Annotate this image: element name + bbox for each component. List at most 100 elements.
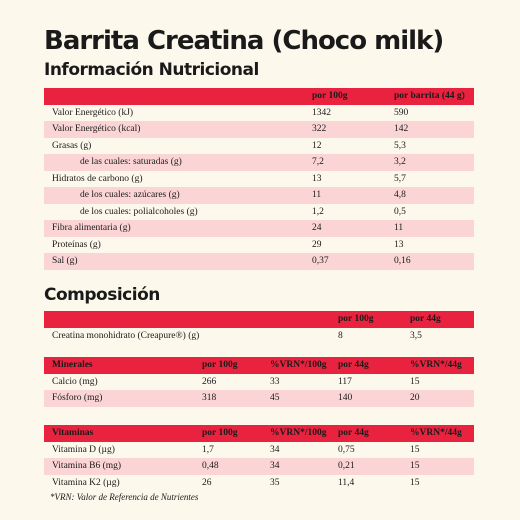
- row-label: de los cuales: polialcoholes (g): [44, 203, 304, 220]
- row-vrn100: 33: [262, 373, 330, 390]
- row-vrn44: 15: [402, 441, 474, 458]
- row-per44: 3,5: [402, 327, 474, 344]
- row-label: Vitamina K2 (µg): [44, 474, 194, 491]
- row-per100: 318: [194, 390, 262, 407]
- page-title: Barrita Creatina (Choco milk): [44, 26, 444, 56]
- minerals-col-vrn100: %VRN*/100g: [262, 357, 330, 374]
- table-row: Vitamina K2 (µg) 26 35 11,4 15: [44, 474, 474, 491]
- row-label: Vitamina D (µg): [44, 441, 194, 458]
- row-per100: 0,37: [304, 253, 386, 270]
- row-label: Valor Energético (kcal): [44, 121, 304, 138]
- row-label: Creatina monohidrato (Creapure®) (g): [44, 327, 330, 344]
- row-per100: 0,48: [194, 458, 262, 475]
- row-per100: 1342: [304, 104, 386, 121]
- row-vrn100: 34: [262, 441, 330, 458]
- row-vrn100: 35: [262, 474, 330, 491]
- row-per44: 140: [330, 390, 402, 407]
- row-label: Hidratos de carbono (g): [44, 170, 304, 187]
- row-per44: 11,4: [330, 474, 402, 491]
- table-row: Proteínas (g) 29 13: [44, 236, 474, 253]
- minerals-col-per44: por 44g: [330, 357, 402, 374]
- row-label: de los cuales: azúcares (g): [44, 187, 304, 204]
- row-vrn44: 20: [402, 390, 474, 407]
- row-per44: 117: [330, 373, 402, 390]
- row-perbar: 3,2: [386, 154, 474, 171]
- row-vrn44: 15: [402, 373, 474, 390]
- minerals-col-label: Minerales: [44, 357, 194, 374]
- row-per100: 266: [194, 373, 262, 390]
- table-row: Grasas (g) 12 5,3: [44, 137, 474, 154]
- creatine-col-per44: por 44g: [402, 311, 474, 328]
- row-per100: 29: [304, 236, 386, 253]
- row-label: Vitamina B6 (mg): [44, 458, 194, 475]
- row-per100: 1,7: [194, 441, 262, 458]
- row-vrn44: 15: [402, 458, 474, 475]
- row-label: Proteínas (g): [44, 236, 304, 253]
- row-label: Valor Energético (kJ): [44, 104, 304, 121]
- table-row: Fibra alimentaria (g) 24 11: [44, 220, 474, 237]
- table-row: de los cuales: azúcares (g) 11 4,8: [44, 187, 474, 204]
- row-per100: 7,2: [304, 154, 386, 171]
- table-row: Valor Energético (kJ) 1342 590: [44, 104, 474, 121]
- table-row: Creatina monohidrato (Creapure®) (g) 8 3…: [44, 327, 474, 344]
- minerals-table: Minerales por 100g %VRN*/100g por 44g %V…: [44, 357, 474, 407]
- minerals-col-vrn44: %VRN*/44g: [402, 357, 474, 374]
- minerals-header-row: Minerales por 100g %VRN*/100g por 44g %V…: [44, 357, 474, 374]
- row-vrn100: 34: [262, 458, 330, 475]
- row-per44: 0,75: [330, 441, 402, 458]
- row-perbar: 0,16: [386, 253, 474, 270]
- row-perbar: 4,8: [386, 187, 474, 204]
- row-per100: 24: [304, 220, 386, 237]
- nutrition-header-row: por 100g por barrita (44 g): [44, 88, 474, 105]
- creatine-header-row: por 100g por 44g: [44, 311, 474, 328]
- nutrition-col-perbar: por barrita (44 g): [386, 88, 474, 105]
- vitamins-col-per44: por 44g: [330, 425, 402, 442]
- row-vrn44: 15: [402, 474, 474, 491]
- vitamins-col-per100: por 100g: [194, 425, 262, 442]
- vitamins-table: Vitaminas por 100g %VRN*/100g por 44g %V…: [44, 425, 474, 491]
- nutrition-heading: Información Nutricional: [44, 60, 259, 80]
- creatine-col-label: [44, 311, 330, 328]
- vitamins-col-vrn44: %VRN*/44g: [402, 425, 474, 442]
- table-row: de las cuales: saturadas (g) 7,2 3,2: [44, 154, 474, 171]
- table-row: Vitamina B6 (mg) 0,48 34 0,21 15: [44, 458, 474, 475]
- row-per100: 26: [194, 474, 262, 491]
- nutrition-table: por 100g por barrita (44 g) Valor Energé…: [44, 88, 474, 270]
- table-row: Valor Energético (kcal) 322 142: [44, 121, 474, 138]
- row-label: Sal (g): [44, 253, 304, 270]
- table-row: Calcio (mg) 266 33 117 15: [44, 373, 474, 390]
- row-per100: 322: [304, 121, 386, 138]
- table-row: Vitamina D (µg) 1,7 34 0,75 15: [44, 441, 474, 458]
- row-perbar: 5,3: [386, 137, 474, 154]
- row-label: Fósforo (mg): [44, 390, 194, 407]
- row-label: Fibra alimentaria (g): [44, 220, 304, 237]
- row-perbar: 590: [386, 104, 474, 121]
- row-label: Calcio (mg): [44, 373, 194, 390]
- row-perbar: 11: [386, 220, 474, 237]
- row-per100: 12: [304, 137, 386, 154]
- footnote: *VRN: Valor de Referencia de Nutrientes: [50, 492, 199, 502]
- row-label: Grasas (g): [44, 137, 304, 154]
- row-per100: 11: [304, 187, 386, 204]
- table-row: de los cuales: polialcoholes (g) 1,2 0,5: [44, 203, 474, 220]
- vitamins-col-label: Vitaminas: [44, 425, 194, 442]
- row-label: de las cuales: saturadas (g): [44, 154, 304, 171]
- minerals-col-per100: por 100g: [194, 357, 262, 374]
- table-row: Hidratos de carbono (g) 13 5,7: [44, 170, 474, 187]
- nutrition-col-per100: por 100g: [304, 88, 386, 105]
- creatine-col-per100: por 100g: [330, 311, 402, 328]
- vitamins-header-row: Vitaminas por 100g %VRN*/100g por 44g %V…: [44, 425, 474, 442]
- row-per44: 0,21: [330, 458, 402, 475]
- table-row: Fósforo (mg) 318 45 140 20: [44, 390, 474, 407]
- row-perbar: 13: [386, 236, 474, 253]
- creatine-table: por 100g por 44g Creatina monohidrato (C…: [44, 311, 474, 344]
- row-perbar: 0,5: [386, 203, 474, 220]
- row-perbar: 5,7: [386, 170, 474, 187]
- row-per100: 13: [304, 170, 386, 187]
- row-vrn100: 45: [262, 390, 330, 407]
- row-per100: 1,2: [304, 203, 386, 220]
- row-perbar: 142: [386, 121, 474, 138]
- composition-heading: Composición: [44, 285, 160, 305]
- nutrition-col-label: [44, 88, 304, 105]
- vitamins-col-vrn100: %VRN*/100g: [262, 425, 330, 442]
